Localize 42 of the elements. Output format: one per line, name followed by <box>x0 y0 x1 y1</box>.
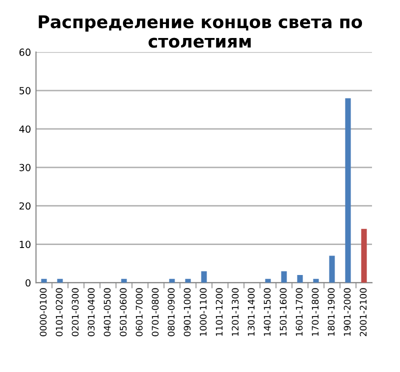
bar <box>185 278 191 283</box>
y-tick-label: 20 <box>19 202 30 210</box>
bar <box>265 278 271 283</box>
x-tick-label: 1601-1700 <box>296 288 303 336</box>
y-tick-label: 0 <box>26 279 30 287</box>
x-tick-label: 0101-0200 <box>56 288 63 336</box>
x-tick-label: 1201-1300 <box>232 288 239 336</box>
x-tick-label: 0501-0600 <box>120 288 127 336</box>
x-tick-label: 1401-1500 <box>264 288 271 336</box>
y-tick-label: 50 <box>20 87 30 94</box>
bar <box>281 271 287 283</box>
bar <box>169 278 175 283</box>
bar <box>201 271 207 283</box>
x-tick-label: 0701-0800 <box>152 288 159 336</box>
x-tick-label: 1000-1100 <box>200 288 207 336</box>
x-tick-label: 0601-7000 <box>136 288 143 336</box>
y-tick-label: 30 <box>20 164 30 172</box>
x-tick-label: 1901-2000 <box>344 288 351 336</box>
bar <box>361 228 367 283</box>
bar <box>329 256 335 283</box>
x-tick-label: 1101-1200 <box>216 288 223 336</box>
x-tick-label: 0801-0900 <box>168 288 175 336</box>
x-tick-label: 0000-0100 <box>40 288 47 336</box>
x-tick-label: 0301-0400 <box>88 288 95 336</box>
x-tick-label: 0201-0300 <box>72 288 79 336</box>
x-tick-label: 0401-0500 <box>104 288 111 336</box>
bar <box>41 278 47 283</box>
x-tick-label: 1701-1800 <box>312 288 319 336</box>
chart-title: Распределение концов света по столетиям <box>38 15 362 48</box>
bar <box>345 98 351 283</box>
x-tick-label: 1301-1400 <box>248 288 255 336</box>
bar <box>297 275 303 283</box>
x-tick-label: 0901-1000 <box>184 288 191 336</box>
bar <box>313 278 319 283</box>
x-tick-label: 2001-2100 <box>360 288 367 336</box>
x-tick-label: 1501-1600 <box>280 288 287 336</box>
y-tick-label: 10 <box>20 240 30 248</box>
x-tick-label: 1801-1900 <box>328 288 335 336</box>
bar <box>121 278 127 283</box>
y-tick-label: 40 <box>19 125 30 133</box>
y-tick-label: 60 <box>19 48 30 56</box>
bar <box>57 278 63 283</box>
